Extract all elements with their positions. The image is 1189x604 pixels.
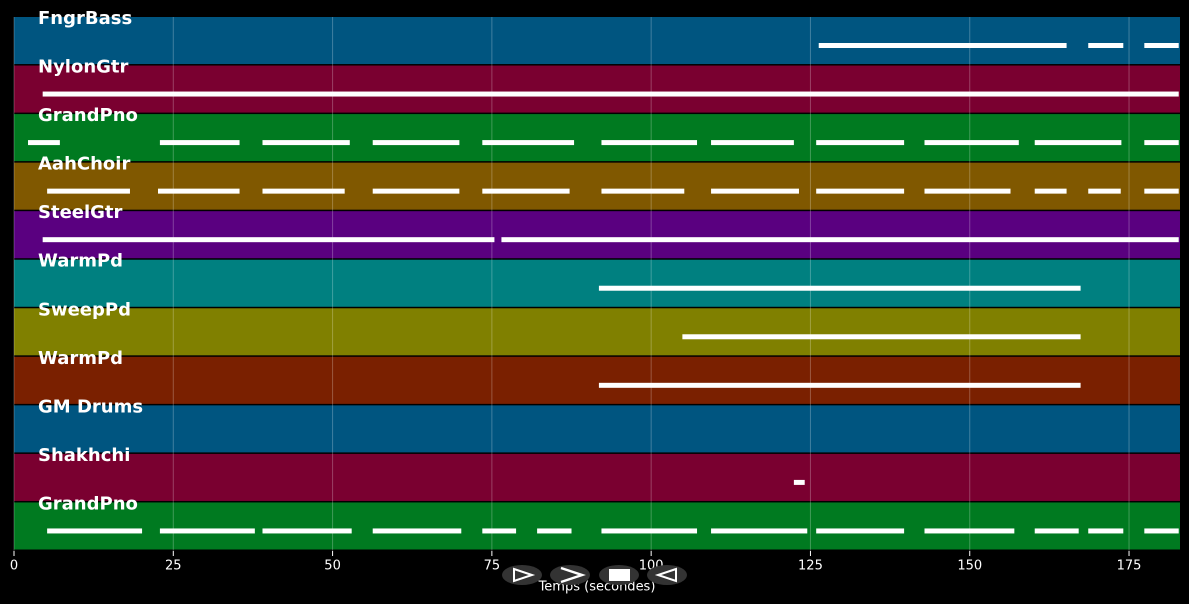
track-label: Shakhchi bbox=[38, 445, 130, 466]
track-band bbox=[14, 211, 1180, 259]
note-segment bbox=[482, 188, 570, 194]
note-segment bbox=[711, 140, 794, 146]
note-segment bbox=[1034, 528, 1079, 534]
note-segment bbox=[372, 528, 462, 534]
track-band bbox=[14, 114, 1180, 162]
plot-area: FngrBass NylonGtr GrandPno AahChoir SteelGtr… bbox=[10, 8, 1180, 574]
track-band bbox=[14, 453, 1180, 501]
note-segment bbox=[372, 188, 460, 194]
track-band bbox=[14, 502, 1180, 550]
note-segment bbox=[816, 140, 905, 146]
forward-button[interactable] bbox=[550, 565, 590, 585]
x-tick-label: 50 bbox=[324, 559, 341, 574]
note-segment bbox=[159, 528, 255, 534]
note-segment bbox=[711, 528, 808, 534]
note-segment bbox=[262, 528, 352, 534]
note-segment bbox=[47, 188, 130, 194]
note-segment bbox=[1088, 188, 1121, 194]
note-segment bbox=[28, 140, 60, 146]
track-label: NylonGtr bbox=[38, 57, 129, 78]
track-band bbox=[14, 405, 1180, 453]
note-segment bbox=[601, 140, 698, 146]
note-segment bbox=[482, 528, 517, 534]
note-segment bbox=[1034, 140, 1122, 146]
note-segment bbox=[793, 479, 805, 485]
note-segment bbox=[816, 528, 905, 534]
note-segment bbox=[262, 140, 350, 146]
note-segment bbox=[1088, 528, 1124, 534]
note-segment bbox=[159, 140, 240, 146]
note-segment bbox=[42, 237, 495, 243]
note-segment bbox=[1144, 43, 1179, 48]
note-segment bbox=[1144, 140, 1179, 146]
track-label: SteelGtr bbox=[38, 202, 123, 223]
note-segment bbox=[1144, 188, 1179, 194]
track-band bbox=[14, 65, 1180, 113]
track-label: WarmPd bbox=[38, 348, 123, 369]
stop-button[interactable] bbox=[599, 565, 639, 585]
x-tick-label: 125 bbox=[798, 559, 823, 574]
note-segment bbox=[262, 188, 345, 194]
note-segment bbox=[1144, 528, 1179, 534]
note-segment bbox=[598, 285, 1081, 291]
x-tick-label: 175 bbox=[1117, 559, 1142, 574]
track-label: GrandPno bbox=[38, 105, 138, 126]
rewind-button[interactable] bbox=[647, 565, 687, 585]
controls bbox=[502, 565, 687, 585]
x-tick-label: 75 bbox=[484, 559, 501, 574]
track-label: SweepPd bbox=[38, 299, 131, 320]
note-segment bbox=[372, 140, 460, 146]
note-segment bbox=[711, 188, 799, 194]
track-label: AahChoir bbox=[38, 154, 130, 175]
track-label: GM Drums bbox=[38, 396, 143, 417]
note-segment bbox=[537, 528, 572, 534]
note-segment bbox=[47, 528, 143, 534]
note-segment bbox=[157, 188, 240, 194]
track-band bbox=[14, 162, 1180, 210]
note-segment bbox=[818, 43, 1067, 48]
note-segment bbox=[924, 528, 1015, 534]
track-band bbox=[14, 259, 1180, 307]
note-segment bbox=[1034, 188, 1067, 194]
track-band bbox=[14, 17, 1180, 65]
track-label: FngrBass bbox=[38, 8, 132, 29]
track-label: WarmPd bbox=[38, 251, 123, 272]
note-segment bbox=[1088, 43, 1124, 48]
note-segment bbox=[682, 334, 1081, 340]
note-segment bbox=[816, 188, 905, 194]
track-label: GrandPno bbox=[38, 493, 138, 514]
note-segment bbox=[601, 528, 698, 534]
note-segment bbox=[598, 382, 1081, 388]
x-tick-label: 25 bbox=[165, 559, 182, 574]
x-tick-label: 150 bbox=[957, 559, 982, 574]
note-segment bbox=[501, 237, 1179, 243]
note-segment bbox=[924, 140, 1019, 146]
track-band bbox=[14, 308, 1180, 356]
note-segment bbox=[42, 91, 1179, 97]
track-band bbox=[14, 356, 1180, 404]
note-segment bbox=[601, 188, 685, 194]
note-segment bbox=[924, 188, 1011, 194]
play-button[interactable] bbox=[502, 565, 542, 585]
note-segment bbox=[482, 140, 575, 146]
x-tick-label: 0 bbox=[10, 559, 18, 574]
